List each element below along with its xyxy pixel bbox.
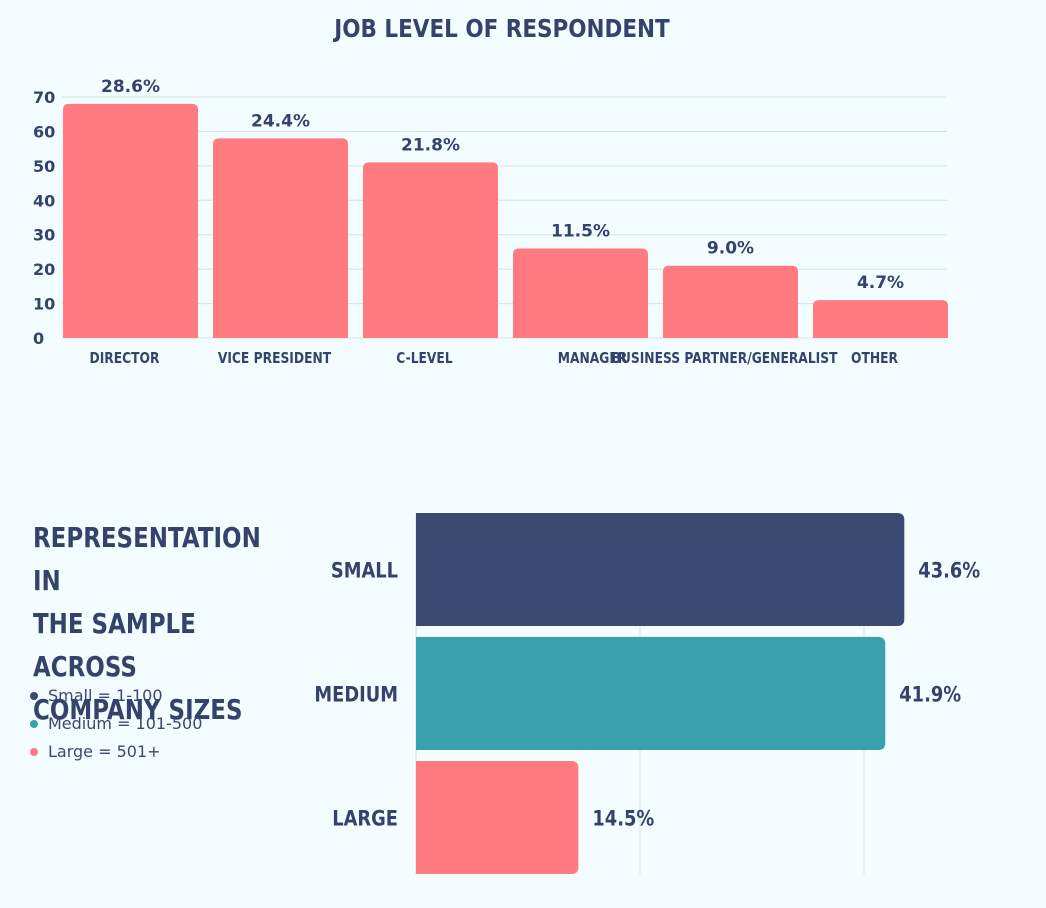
chart-title-job-level: JOB LEVEL OF RESPONDENT: [334, 14, 670, 43]
bar: [513, 248, 648, 338]
data-label: 4.7%: [857, 273, 904, 293]
legend-label: Medium = 101-500: [48, 714, 203, 733]
bar: [363, 162, 498, 338]
bar: [213, 138, 348, 338]
bar: [416, 513, 905, 626]
data-label: 9.0%: [707, 239, 754, 259]
data-label: 11.5%: [551, 221, 610, 241]
chart-title-company-size: REPRESENTATION IN THE SAMPLE ACROSS COMP…: [33, 516, 279, 731]
y-tick-label: 10: [33, 295, 55, 314]
y-tick-label: 60: [33, 122, 55, 141]
legend-dot-icon: [30, 720, 38, 728]
y-tick-label: 0: [33, 329, 44, 348]
bar: [416, 761, 579, 874]
y-tick-label: 20: [33, 260, 55, 279]
legend-item-medium: Medium = 101-500: [30, 710, 202, 738]
bar: [416, 637, 886, 750]
data-label: 24.4%: [251, 111, 310, 131]
data-label: 43.6%: [918, 558, 980, 583]
legend: Small = 1-100 Medium = 101-500 Large = 5…: [30, 682, 202, 766]
x-tick-label: BUSINESS PARTNER/GENERALIST: [612, 350, 839, 367]
category-label: LARGE: [332, 806, 398, 831]
chart-title-line: THE SAMPLE ACROSS: [33, 607, 196, 683]
category-label: SMALL: [331, 558, 398, 583]
x-tick-label: OTHER: [851, 350, 898, 367]
bar: [63, 103, 198, 338]
x-tick-label: VICE PRESIDENT: [218, 350, 332, 367]
legend-label: Large = 501+: [48, 742, 161, 761]
y-tick-label: 70: [33, 88, 55, 107]
category-label: MEDIUM: [314, 682, 398, 707]
legend-item-large: Large = 501+: [30, 738, 202, 766]
data-label: 21.8%: [401, 135, 460, 155]
legend-dot-icon: [30, 748, 38, 756]
legend-dot-icon: [30, 692, 38, 700]
company-size-chart: SMALL 43.6% MEDIUM 41.9% LARGE 14.5%: [314, 513, 980, 874]
x-tick-label: MANAGER: [558, 350, 628, 367]
job-level-chart: 0 10 20 30 40 50 60 70 28.6% DIRECTOR 24.4% VICE PR…: [33, 77, 948, 367]
data-label: 41.9%: [899, 682, 961, 707]
chart-title-line: COMPANY SIZES: [33, 693, 243, 726]
bar: [813, 300, 948, 338]
x-tick-label: DIRECTOR: [90, 350, 160, 367]
data-label: 14.5%: [592, 806, 654, 831]
y-tick-label: 40: [33, 191, 55, 210]
data-label: 28.6%: [101, 77, 160, 97]
x-tick-label: C-LEVEL: [396, 350, 453, 367]
bar: [663, 265, 798, 338]
legend-label: Small = 1-100: [48, 686, 163, 705]
y-tick-label: 50: [33, 157, 55, 176]
chart-title-line: REPRESENTATION IN: [33, 521, 261, 597]
legend-item-small: Small = 1-100: [30, 682, 202, 710]
y-tick-label: 30: [33, 226, 55, 245]
